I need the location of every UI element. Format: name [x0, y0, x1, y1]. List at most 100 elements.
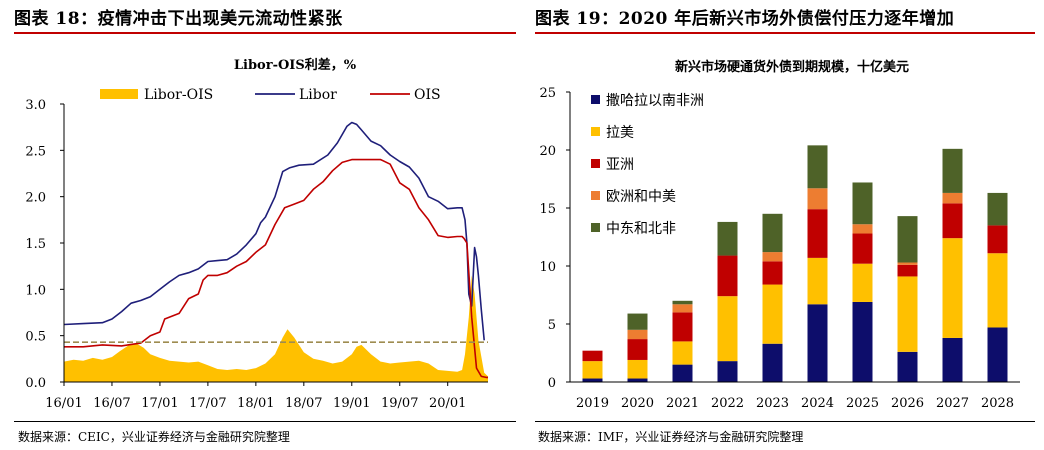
- bar-segment: [627, 378, 648, 382]
- bar-segment: [717, 361, 738, 382]
- x-tick-label: 2023: [756, 396, 789, 411]
- legend-label: 撒哈拉以南非洲: [606, 93, 704, 109]
- x-tick-label: 2028: [981, 396, 1014, 411]
- bar-segment: [897, 262, 918, 265]
- bar-segment: [987, 225, 1008, 254]
- bar-segment: [942, 337, 963, 382]
- y-tick-label: 1.5: [25, 237, 46, 252]
- bar-segment: [627, 329, 648, 340]
- legend-label: 亚洲: [606, 157, 634, 173]
- bar-segment: [762, 213, 783, 253]
- y-axis: 0 5 10 15 20 25: [539, 86, 571, 391]
- legend-swatch: [591, 127, 600, 136]
- bar-segment: [807, 257, 828, 305]
- bar-segment: [852, 301, 873, 382]
- plot-area: [582, 145, 1008, 382]
- bar-segment: [852, 224, 873, 234]
- x-tick-label: 18/01: [237, 396, 274, 411]
- bar-segment: [717, 255, 738, 297]
- series-line-libor: [63, 121, 485, 341]
- left-title-rule: [14, 32, 516, 34]
- x-tick-label: 2019: [576, 396, 609, 411]
- bar-segment: [762, 261, 783, 285]
- bar-segment: [672, 300, 693, 305]
- series-area-libor-ois: [64, 275, 488, 382]
- right-source-note: 数据来源：IMF，兴业证券经济与金融研究院整理: [538, 430, 804, 444]
- chart-title: 新兴市场硬通货外债到期规模，十亿美元: [675, 59, 909, 75]
- libor-ois-chart: Libor-OIS利差，% Libor-OIS Libor OIS 0.0 0.5 1.…: [25, 57, 488, 411]
- bar-segment: [762, 284, 783, 344]
- legend-label: OIS: [414, 87, 441, 103]
- right-title-rule: [535, 32, 1035, 34]
- bar-segment: [717, 221, 738, 256]
- y-tick-label: 3.0: [25, 98, 46, 113]
- y-tick-label: 1.0: [25, 283, 46, 298]
- bar-segment: [897, 264, 918, 277]
- bar-segment: [807, 209, 828, 258]
- y-tick-label: 2.0: [25, 191, 46, 206]
- x-tick-label: 2020: [621, 396, 654, 411]
- bar-segment: [942, 148, 963, 193]
- bar-segment: [582, 378, 603, 382]
- y-tick-label: 5: [548, 318, 556, 333]
- x-tick-label: 16/01: [45, 396, 82, 411]
- y-tick-label: 15: [539, 202, 556, 217]
- x-tick-label: 2025: [846, 396, 879, 411]
- y-tick-label: 0.5: [25, 330, 46, 345]
- bar-segment: [987, 253, 1008, 328]
- bar-segment: [672, 364, 693, 382]
- bar-segment: [942, 192, 963, 204]
- y-tick-label: 2.5: [25, 144, 46, 159]
- x-tick-label: 2027: [936, 396, 969, 411]
- bar-segment: [672, 312, 693, 342]
- legend-label: 拉美: [606, 125, 634, 141]
- bar-segment: [942, 203, 963, 239]
- bar-segment: [582, 350, 603, 362]
- bar-segment: [852, 182, 873, 225]
- legend-swatch-libor-ois: [100, 89, 138, 99]
- x-tick-label: 20/01: [429, 396, 466, 411]
- legend-label: Libor-OIS: [144, 87, 213, 103]
- y-tick-label: 0.0: [25, 376, 46, 391]
- bar-segment: [852, 263, 873, 302]
- y-tick-label: 20: [539, 144, 556, 159]
- left-panel-title: 图表 18：疫情冲击下出现美元流动性紧张: [14, 9, 343, 29]
- bar-segment: [672, 341, 693, 365]
- y-axis: 0.0 0.5 1.0 1.5 2.0 2.5 3.0: [25, 98, 65, 391]
- bar-segment: [897, 216, 918, 263]
- bar-segment: [807, 145, 828, 189]
- y-tick-label: 25: [539, 86, 556, 101]
- bar-segment: [627, 313, 648, 330]
- legend-swatch: [591, 95, 600, 104]
- bar-segment: [582, 361, 603, 379]
- x-tick-label: 2026: [891, 396, 924, 411]
- x-tick-label: 18/07: [285, 396, 322, 411]
- x-tick-label: 17/07: [189, 396, 226, 411]
- bar-segment: [897, 351, 918, 382]
- bar-segment: [627, 359, 648, 379]
- bar-segment: [807, 188, 828, 210]
- right-panel-title: 图表 19：2020 年后新兴市场外债偿付压力逐年增加: [535, 9, 955, 29]
- bar-segment: [762, 252, 783, 262]
- x-axis: 16/01 16/07 17/01 17/07 18/01 18/07 19/01 19/07…: [45, 381, 488, 411]
- right-bottom-rule: [535, 421, 1035, 422]
- x-tick-label: 2024: [801, 396, 834, 411]
- legend-label: 中东和北非: [606, 221, 676, 237]
- chart-legend: Libor-OIS Libor OIS: [100, 87, 441, 103]
- bar-segment: [852, 233, 873, 264]
- bar-segment: [942, 238, 963, 338]
- bar-segment: [807, 304, 828, 382]
- x-tick-label: 2022: [711, 396, 744, 411]
- y-tick-label: 10: [539, 260, 556, 275]
- bar-segment: [897, 276, 918, 352]
- series-line-ois: [64, 158, 488, 379]
- legend-label: 欧洲和中美: [606, 189, 676, 205]
- left-bottom-rule: [14, 421, 516, 422]
- legend-swatch: [591, 191, 600, 200]
- x-tick-label: 19/01: [333, 396, 370, 411]
- bar-segment: [762, 343, 783, 382]
- left-source-note: 数据来源：CEIC，兴业证券经济与金融研究院整理: [18, 430, 290, 444]
- legend-swatch: [591, 159, 600, 168]
- x-tick-label: 17/01: [141, 396, 178, 411]
